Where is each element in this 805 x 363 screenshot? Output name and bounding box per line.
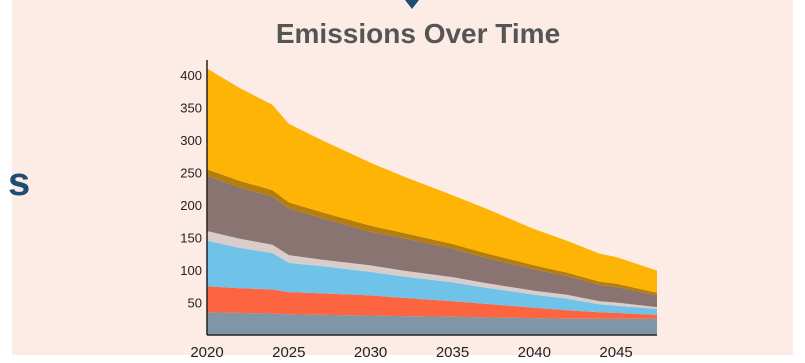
x-tick-label: 2030 bbox=[354, 344, 387, 361]
y-tick-label: 100 bbox=[180, 263, 202, 278]
x-tick-label: 2045 bbox=[599, 344, 632, 361]
y-tick-label: 150 bbox=[180, 231, 202, 246]
y-ticks: 50 100 150 200 250 300 350 400 bbox=[180, 68, 202, 311]
x-tick-label: 2040 bbox=[518, 344, 551, 361]
series-area-7 bbox=[207, 68, 657, 293]
y-tick-label: 200 bbox=[180, 198, 202, 213]
series-area-3 bbox=[207, 240, 657, 315]
series-area-1 bbox=[207, 312, 657, 335]
y-tick-label: 250 bbox=[180, 166, 202, 181]
top-marker-icon bbox=[405, 0, 419, 9]
axes bbox=[206, 60, 657, 336]
y-tick-label: 350 bbox=[180, 101, 202, 116]
y-tick-label: 400 bbox=[180, 68, 202, 83]
series-area-2 bbox=[207, 286, 657, 319]
x-tick-label: 2025 bbox=[272, 344, 305, 361]
y-tick-label: 300 bbox=[180, 133, 202, 148]
edge-glyph: s bbox=[8, 160, 31, 204]
y-tick-label: 50 bbox=[188, 296, 202, 311]
series-area-5 bbox=[207, 175, 657, 308]
x-ticks: 2020 2025 2030 2035 2040 2045 bbox=[190, 344, 632, 361]
chart-title: Emissions Over Time bbox=[275, 18, 561, 49]
x-tick-label: 2020 bbox=[190, 344, 223, 361]
series-areas bbox=[207, 68, 657, 335]
x-tick-label: 2035 bbox=[436, 344, 469, 361]
